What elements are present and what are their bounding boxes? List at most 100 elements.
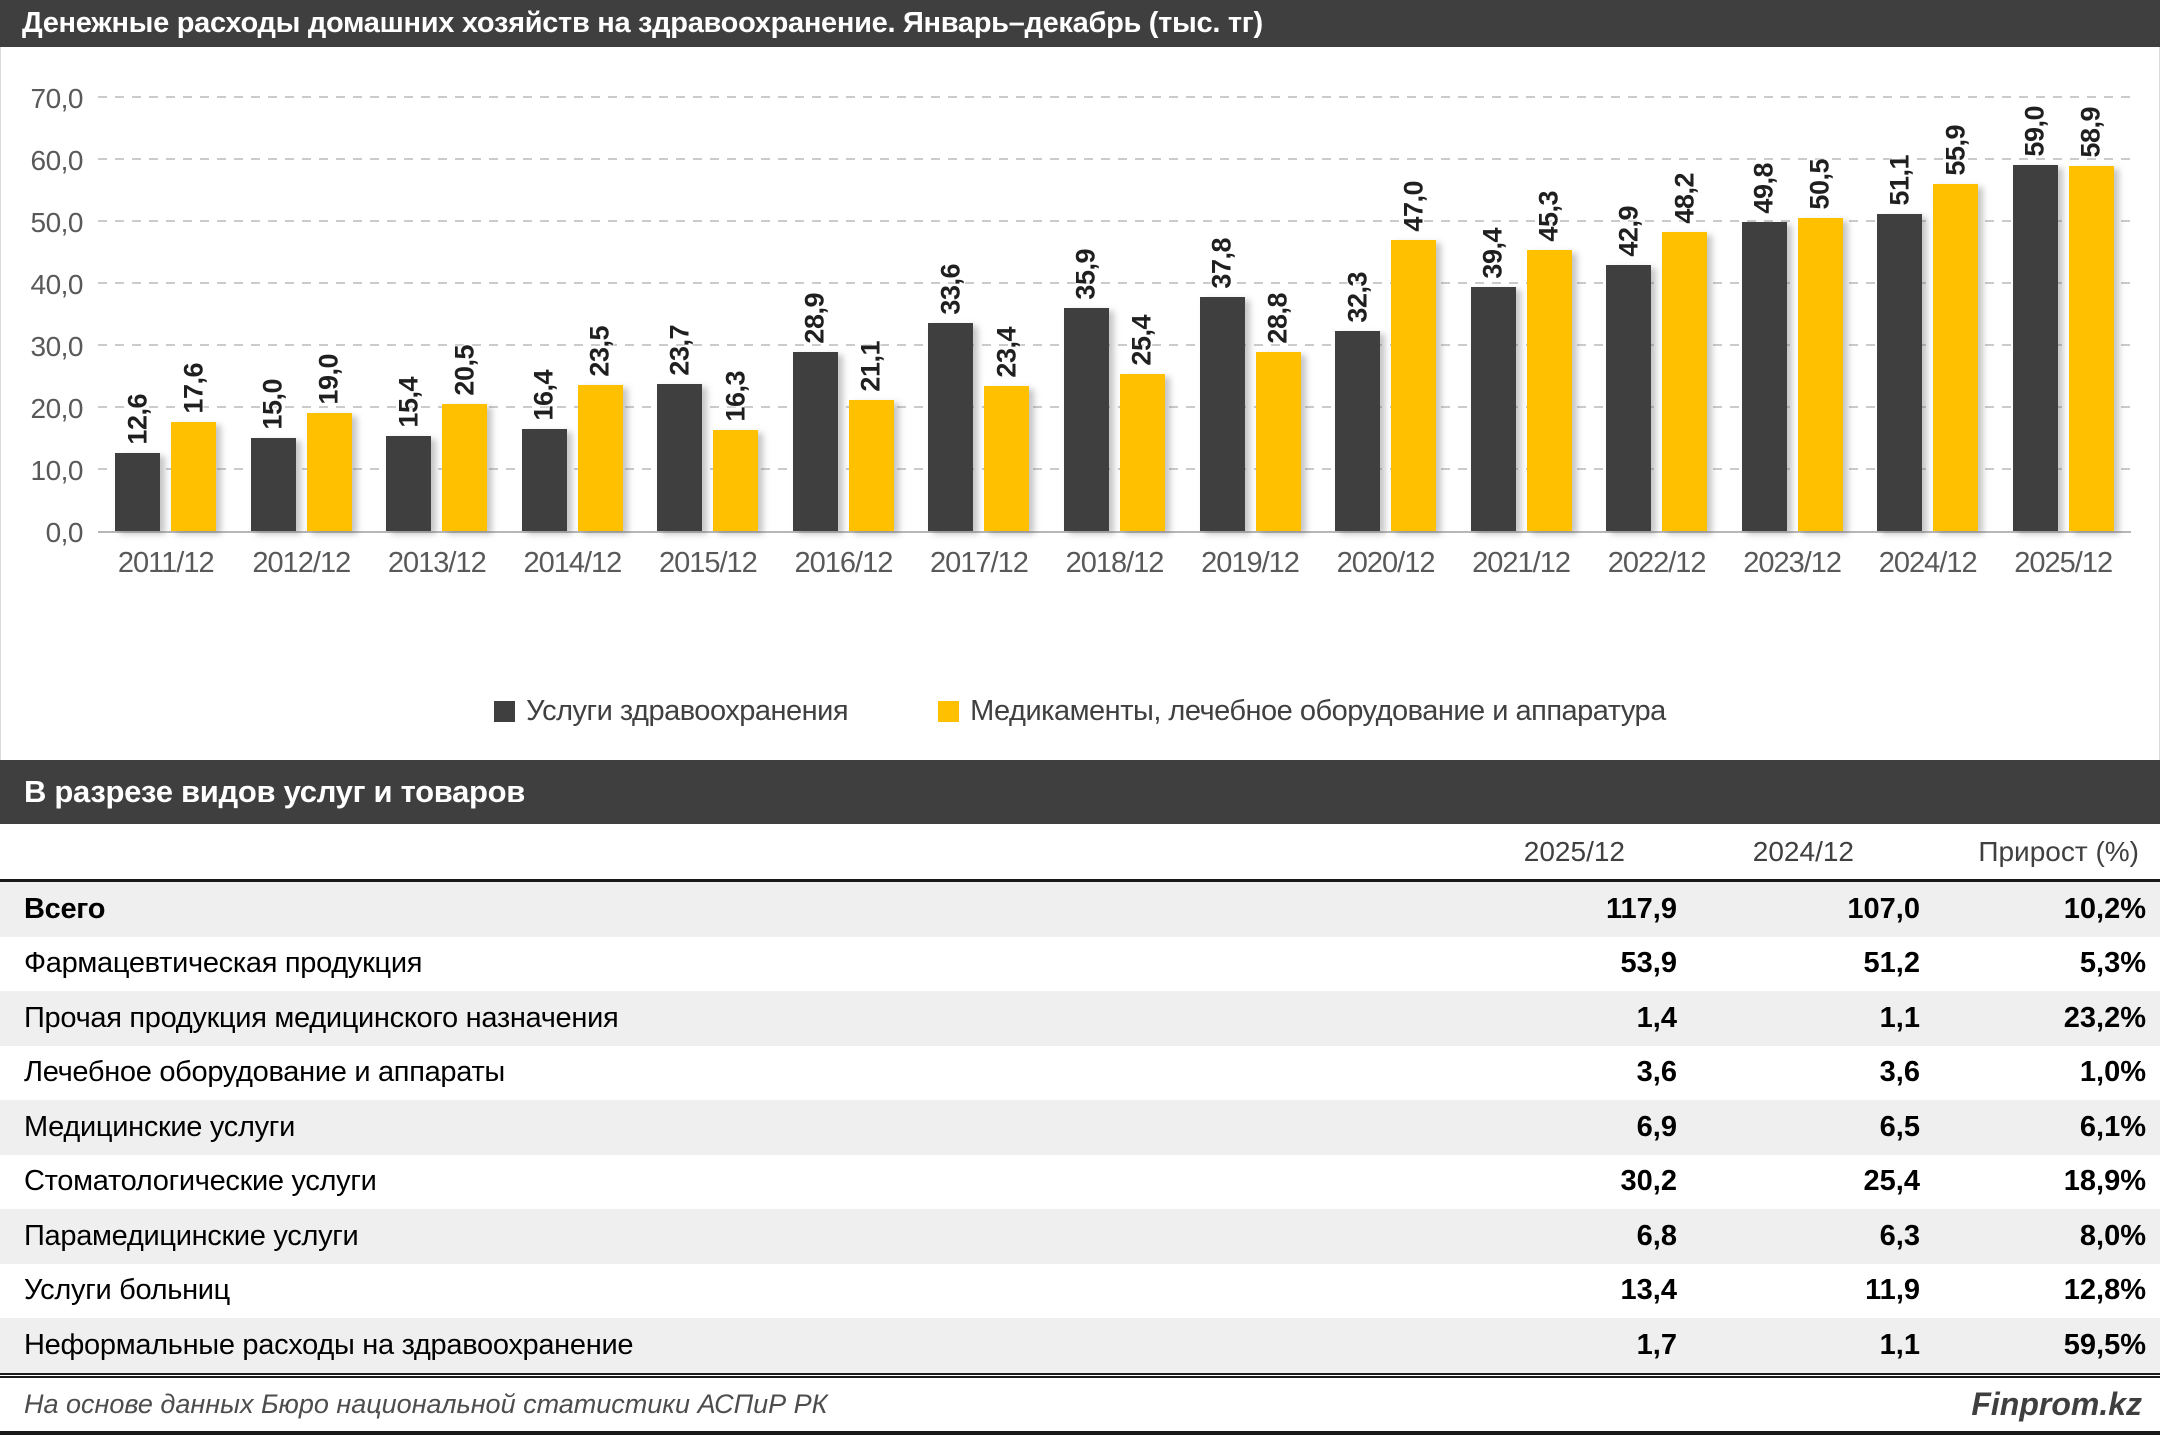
row-value: 11,9 — [1865, 1274, 1920, 1307]
gridline — [98, 158, 2131, 160]
chart-title-bar: Денежные расходы домашних хозяйств на зд… — [0, 0, 2160, 47]
y-tick-label: 0,0 — [45, 517, 84, 548]
row-value: 6,3 — [1879, 1219, 1920, 1252]
y-tick-label: 40,0 — [30, 269, 84, 300]
row-value: 1,1 — [1879, 1001, 1920, 1034]
x-tick-label: 2013/12 — [387, 547, 487, 579]
bar-value-label: 39,4 — [1477, 228, 1508, 279]
section-title: В разрезе видов услуг и товаров — [24, 774, 526, 809]
bar-value-label: 15,0 — [257, 379, 288, 430]
bar-services: 33,6 — [928, 264, 974, 531]
bar-value-label: 51,1 — [1884, 155, 1915, 206]
bar-group: 39,4 45,3 — [1453, 99, 1589, 531]
bar-value-label: 55,9 — [1940, 125, 1971, 176]
table-row: Прочая продукция медицинского назначения… — [0, 991, 2160, 1046]
bar-medicines: 48,2 — [1662, 173, 1708, 531]
table-row: Медицинские услуги 6,9 6,5 6,1% — [0, 1100, 2160, 1155]
x-axis-labels: 2011/12 2012/12 2013/12 2014/12 2015/12 2016/… — [98, 547, 2131, 580]
bar-group: 12,6 17,6 — [98, 99, 234, 531]
x-tick-label: 2011/12 — [117, 547, 215, 579]
y-tick-label: 10,0 — [30, 455, 84, 486]
bar-group: 59,0 58,9 — [1995, 99, 2131, 531]
bar-medicines: 45,3 — [1526, 191, 1572, 531]
row-value: 23,2% — [2063, 1001, 2146, 1034]
row-value: 5,3% — [2079, 947, 2146, 980]
bar-group: 42,9 48,2 — [1589, 99, 1725, 531]
bar-medicines: 47,0 — [1391, 181, 1437, 531]
x-tick-label: 2018/12 — [1065, 547, 1165, 579]
table-header-2025: 2025/12 — [1523, 835, 1625, 867]
bar-services: 35,9 — [1063, 249, 1109, 531]
table-row: Неформальные расходы на здравоохранение 1… — [0, 1318, 2160, 1373]
bar-value-label: 47,0 — [1398, 181, 1429, 232]
bar-services: 15,0 — [250, 379, 296, 531]
bar-value-label: 25,4 — [1126, 315, 1157, 366]
gridline — [98, 220, 2131, 222]
bar-value-label: 37,8 — [1206, 238, 1237, 289]
legend-item: Услуги здравоохранения — [494, 695, 849, 728]
bar-group: 51,1 55,9 — [1860, 99, 1996, 531]
row-value: 117,9 — [1606, 892, 1677, 925]
chart-legend: Услуги здравоохранения Медикаменты, лечеб… — [1, 695, 2159, 728]
chart-title: Денежные расходы домашних хозяйств на зд… — [22, 7, 1263, 39]
gridline — [98, 344, 2131, 346]
bar-medicines: 50,5 — [1797, 159, 1843, 531]
row-value: 8,0% — [2079, 1219, 2146, 1252]
x-tick-label: 2025/12 — [2014, 547, 2113, 579]
bar-group: 15,4 20,5 — [369, 99, 505, 531]
legend-item: Медикаменты, лечебное оборудование и апп… — [938, 695, 1666, 728]
row-value: 1,4 — [1636, 1001, 1677, 1034]
bar-medicines: 19,0 — [306, 354, 352, 531]
x-tick-label: 2012/12 — [252, 547, 351, 579]
bar-medicines: 17,6 — [171, 363, 217, 531]
gridline — [98, 282, 2131, 284]
table-row: Парамедицинские услуги 6,8 6,3 8,0% — [0, 1209, 2160, 1264]
bar-group: 32,3 47,0 — [1318, 99, 1454, 531]
bar-services: 39,4 — [1470, 228, 1516, 531]
bar-services: 51,1 — [1877, 155, 1923, 531]
bar-value-label: 48,2 — [1669, 173, 1700, 224]
bar-services: 28,9 — [792, 293, 838, 531]
bar-group: 37,8 28,8 — [1182, 99, 1318, 531]
bar-value-label: 23,7 — [664, 325, 695, 376]
row-label: Услуги больниц — [24, 1274, 230, 1307]
row-value: 10,2% — [2063, 892, 2146, 925]
bar-value-label: 15,4 — [393, 377, 424, 428]
bar-value-label: 16,4 — [528, 370, 559, 421]
x-tick-label: 2017/12 — [930, 547, 1029, 579]
bar-medicines: 55,9 — [1933, 125, 1979, 531]
row-value: 6,1% — [2079, 1110, 2146, 1143]
bar-value-label: 33,6 — [935, 264, 966, 315]
row-label: Неформальные расходы на здравоохранение — [24, 1328, 634, 1361]
bar-medicines: 28,8 — [1255, 293, 1301, 531]
bar-value-label: 35,9 — [1070, 249, 1101, 300]
row-value: 1,1 — [1879, 1328, 1920, 1361]
bar-services: 15,4 — [386, 377, 432, 531]
x-tick-label: 2014/12 — [523, 547, 622, 579]
row-value: 107,0 — [1847, 892, 1920, 925]
row-value: 3,6 — [1636, 1056, 1677, 1089]
row-value: 53,9 — [1620, 947, 1677, 980]
bar-groups: 12,6 17,6 15,0 19,0 15,4 20,5 16,4 23,5 23,7 16,3… — [98, 99, 2131, 531]
bar-value-label: 23,4 — [991, 327, 1022, 378]
bar-chart: 0,0 10,0 20,0 30,0 40,0 50,0 60,0 70,0 12,6 17,6… — [0, 47, 2160, 760]
row-value: 30,2 — [1620, 1165, 1677, 1198]
bar-value-label: 17,6 — [178, 363, 209, 414]
bar-services: 49,8 — [1741, 163, 1787, 531]
row-label: Медицинские услуги — [24, 1110, 295, 1143]
bar-group: 49,8 50,5 — [1724, 99, 1860, 531]
y-tick-label: 30,0 — [30, 331, 84, 362]
bar-value-label: 42,9 — [1613, 206, 1644, 257]
y-tick-label: 20,0 — [30, 393, 84, 424]
row-label: Парамедицинские услуги — [24, 1219, 359, 1252]
row-value: 6,8 — [1636, 1219, 1677, 1252]
row-value: 1,7 — [1636, 1328, 1677, 1361]
bar-group: 35,9 25,4 — [1047, 99, 1183, 531]
bar-medicines: 23,4 — [984, 327, 1030, 531]
x-tick-label: 2021/12 — [1472, 547, 1571, 579]
y-tick-label: 50,0 — [30, 207, 84, 238]
table-header-row: 2025/12 2024/12 Прирост (%) — [0, 824, 2160, 879]
bar-value-label: 28,9 — [799, 293, 830, 344]
x-tick-label: 2020/12 — [1336, 547, 1436, 579]
row-label: Прочая продукция медицинского назначения — [24, 1001, 619, 1034]
